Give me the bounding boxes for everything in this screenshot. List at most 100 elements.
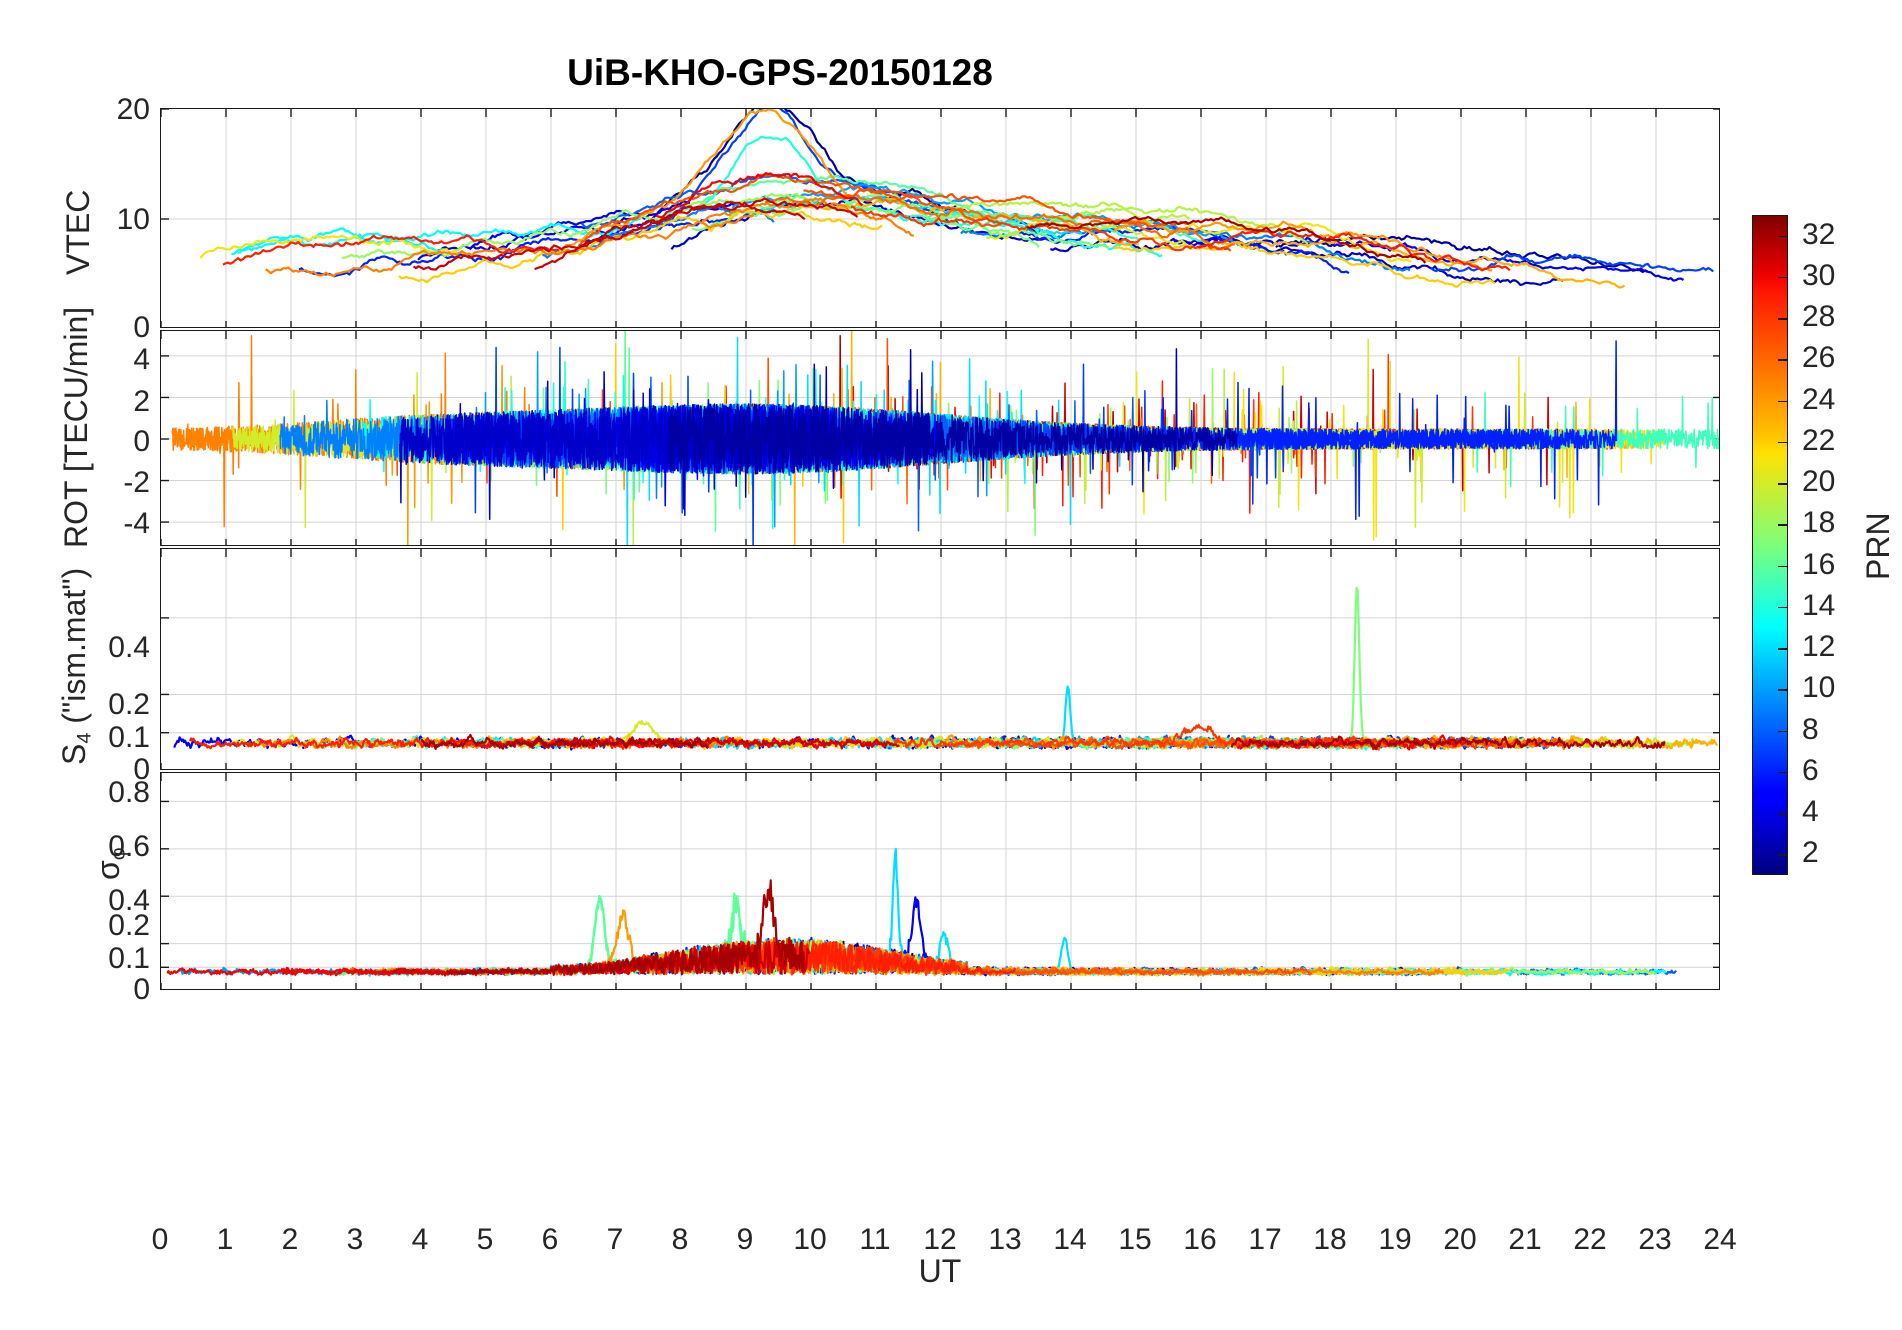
colorbar-tick [1778, 441, 1787, 444]
xtick-label: 23 [1638, 1223, 1672, 1256]
axis-ticks [161, 331, 1719, 545]
ytick-vtec-0: 0 [133, 311, 150, 344]
ytick-sigma-08: 0.8 [108, 776, 150, 809]
xtick-label: 18 [1313, 1223, 1347, 1256]
gridlines [161, 549, 1719, 769]
xtick-label: 13 [988, 1223, 1022, 1256]
prn-trace [562, 109, 848, 250]
colorbar-tick [1778, 730, 1787, 733]
ytick-s4-04: 0.4 [108, 631, 150, 664]
ylabel-sigma-main: σ [90, 860, 126, 880]
panel-s4-plot [161, 549, 1719, 769]
axis-ticks [161, 773, 1719, 989]
prn-trace [199, 234, 475, 259]
colorbar-tick-label: 16 [1802, 547, 1836, 581]
axis-ticks [161, 549, 1719, 769]
colorbar-tick-label: 20 [1802, 465, 1836, 499]
ytick-s4-02: 0.2 [108, 688, 150, 721]
panel-vtec [160, 108, 1720, 328]
colorbar-tick-label: 8 [1802, 712, 1819, 746]
xtick-label: 0 [151, 1223, 169, 1256]
colorbar-title: PRN [1860, 512, 1896, 580]
ylabel-sigma-phi: σφ [90, 847, 130, 880]
prn-trace [420, 733, 710, 750]
prn-trace [1113, 241, 1496, 288]
ytick-rot-m2: -2 [123, 466, 150, 499]
colorbar-tick-label: 6 [1802, 753, 1819, 787]
ytick-rot-4: 4 [133, 343, 150, 376]
prn-trace [790, 941, 1017, 976]
prn-trace [850, 205, 1232, 252]
xtick-label: 6 [541, 1223, 559, 1256]
ytick-vtec-10: 10 [116, 203, 150, 236]
panel-rot-plot [161, 331, 1719, 545]
data-traces [166, 847, 1677, 977]
colorbar-tick-label: 10 [1802, 671, 1836, 705]
xtick-label: 1 [216, 1223, 234, 1256]
colorbar-tick-label: 2 [1802, 836, 1819, 870]
colorbar-tick [1778, 400, 1787, 403]
colorbar-tick [1778, 524, 1787, 526]
prn-trace [412, 197, 859, 271]
prn-trace [873, 348, 1239, 493]
colorbar-tick-label: 32 [1802, 217, 1836, 251]
xtick-label: 11 [859, 1223, 891, 1256]
gridlines [161, 773, 1719, 989]
colorbar-tick [1778, 565, 1787, 568]
ylabel-s4: S4 ("ism.mat") [56, 568, 96, 765]
colorbar-tick [1778, 648, 1787, 650]
xtick-label: 24 [1703, 1223, 1737, 1256]
figure-title: UiB-KHO-GPS-20150128 [567, 52, 993, 93]
xtick-label: 8 [671, 1223, 689, 1256]
panel-sigma-phi [160, 772, 1720, 990]
prn-trace [1045, 205, 1309, 245]
ytick-rot-2: 2 [133, 385, 150, 418]
xtick-label: 5 [476, 1223, 494, 1256]
ytick-sigma-0: 0 [133, 973, 150, 1006]
ytick-sigma-04: 0.4 [108, 884, 150, 917]
colorbar-tick-label: 18 [1802, 506, 1836, 540]
prn-trace [521, 736, 901, 750]
panel-s4 [160, 548, 1720, 770]
ytick-vtec-20: 20 [116, 93, 150, 126]
ylabel-vtec: VTEC [60, 189, 96, 275]
xtick-label: 2 [281, 1223, 299, 1256]
xtick-label: 9 [736, 1223, 754, 1256]
ylabel-s4-sub: 4 [73, 732, 96, 744]
prn-trace [1197, 229, 1511, 272]
prn-trace [1230, 735, 1666, 751]
colorbar-tick [1778, 235, 1787, 238]
prn-trace [655, 171, 864, 219]
prn-trace [446, 879, 805, 976]
xtick-label: 3 [346, 1223, 364, 1256]
xtick-label: 12 [923, 1223, 957, 1256]
xtick-label: 15 [1118, 1223, 1152, 1256]
colorbar-tick-label: 12 [1802, 630, 1836, 664]
prn-trace [265, 214, 755, 278]
xtick-label: 20 [1443, 1223, 1477, 1256]
prn-trace [222, 234, 560, 266]
colorbar-tick-label: 26 [1802, 341, 1836, 375]
ytick-sigma-06: 0.6 [108, 830, 150, 863]
colorbar-prn[interactable] [1752, 215, 1788, 875]
ytick-rot-m4: -4 [123, 507, 150, 540]
prn-trace [665, 174, 1008, 219]
colorbar-tick-label: 4 [1802, 795, 1819, 829]
colorbar-tick [1778, 813, 1787, 815]
xtick-label: 10 [793, 1223, 827, 1256]
xtick-label: 7 [606, 1223, 624, 1256]
xtick-label: 21 [1508, 1223, 1542, 1256]
ylabel-s4-main: S [56, 743, 92, 765]
colorbar-tick [1778, 276, 1787, 279]
ytick-s4-0: 0 [133, 753, 150, 786]
colorbar-tick [1778, 689, 1787, 691]
ylabel-rot: ROT [TECU/min] [58, 306, 94, 548]
ylabel-sigma-sub: φ [107, 847, 130, 861]
panel-sigma-plot [161, 773, 1719, 989]
ytick-sigma-01: 0.1 [108, 942, 150, 975]
ytick-s4-01: 0.1 [108, 721, 150, 754]
colorbar-tick-label: 14 [1802, 588, 1836, 622]
prn-trace [668, 349, 928, 510]
data-traces [173, 586, 1719, 751]
